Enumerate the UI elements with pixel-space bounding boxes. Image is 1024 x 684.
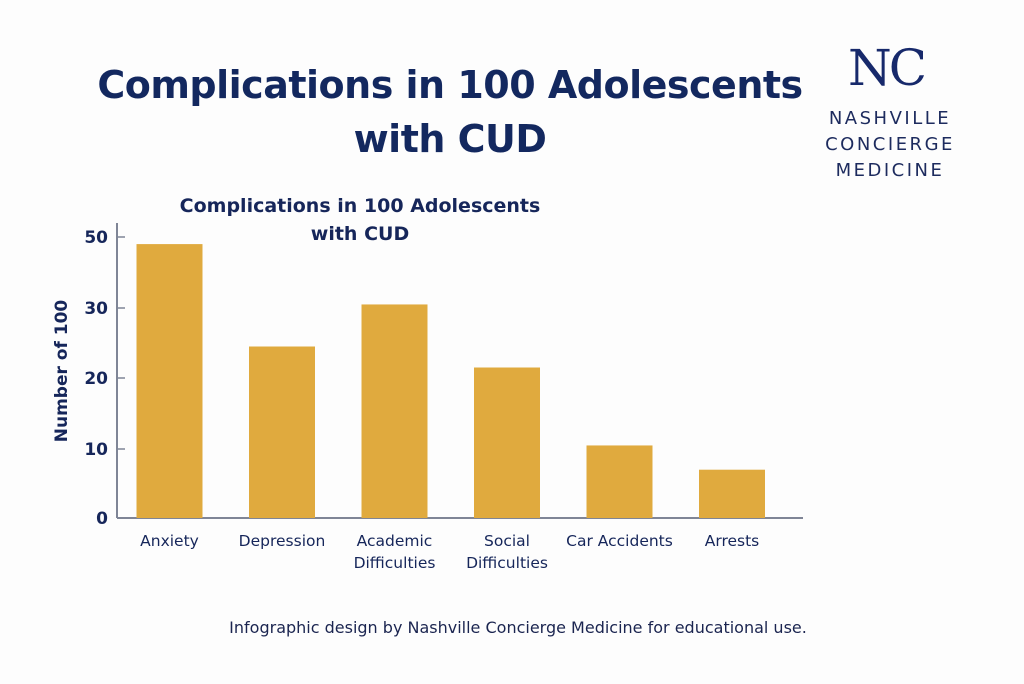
chart-title-line-2: with CUD (311, 223, 409, 245)
logo-text-line-2: CONCIERGE (825, 134, 955, 155)
bars (136, 244, 765, 518)
y-axis-label-group: Number of 100 (52, 300, 72, 443)
x-tick-label: Car Accidents (566, 532, 673, 550)
logo-text-line-1: NASHVILLE (828, 108, 952, 129)
y-axis-label: Number of 100 (52, 300, 72, 443)
y-tick-label: 50 (84, 228, 108, 248)
x-tick-label: Arrests (705, 532, 760, 550)
chart-title: Complications in 100 Adolescents with CUD (180, 195, 541, 245)
bar-arrests (699, 469, 765, 518)
x-tick-label: Difficulties (466, 554, 548, 572)
y-tick-label: 10 (84, 440, 108, 460)
x-tick-label: Anxiety (140, 532, 199, 550)
x-tick-labels: Anxiety Depression Academic Difficulties Soc… (140, 532, 759, 572)
x-tick-label: Academic (357, 532, 433, 550)
chart-title-line-1: Complications in 100 Adolescents (180, 195, 541, 217)
x-tick-label: Depression (239, 532, 326, 550)
bar-anxiety (136, 244, 203, 518)
bar-academic-difficulties (361, 304, 428, 518)
page-title: Complications in 100 Adolescents with CU… (90, 58, 810, 166)
bar-depression (249, 346, 315, 518)
logo-text-line-3: MEDICINE (835, 160, 945, 181)
nashville-concierge-logo: NC NASHVILLE CONCIERGE MEDICINE (815, 40, 985, 184)
y-tick-label: 30 (84, 299, 108, 319)
y-axis: 0 10 20 30 50 (84, 223, 125, 529)
bar-car-accidents (586, 445, 653, 518)
page-title-line-2: with CUD (353, 117, 547, 161)
y-tick-label: 20 (84, 369, 108, 389)
footer-credit: Infographic design by Nashville Concierg… (229, 618, 807, 637)
logo-monogram: NC (847, 39, 927, 97)
x-tick-label: Difficulties (354, 554, 436, 572)
y-tick-label: 0 (96, 509, 108, 529)
page-title-line-1: Complications in 100 Adolescents (97, 63, 803, 107)
bar-social-difficulties (474, 367, 540, 518)
x-tick-label: Social (484, 532, 530, 550)
